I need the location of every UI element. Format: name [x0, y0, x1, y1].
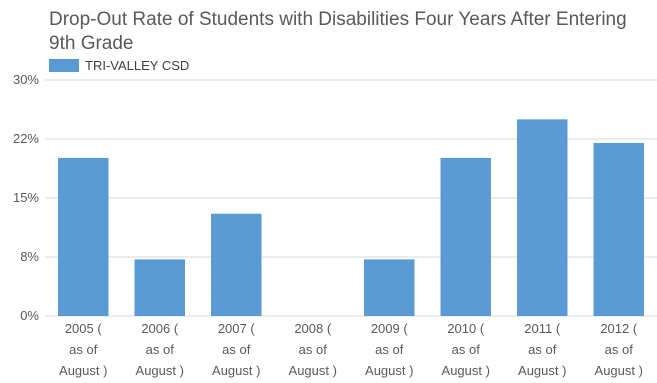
x-category-label-line: 2012 ( — [600, 321, 638, 336]
x-category-label-line: as of — [222, 342, 251, 357]
x-category-label-line: as of — [299, 342, 328, 357]
y-tick-label: 30% — [13, 72, 39, 87]
x-category-label-line: August ) — [518, 363, 566, 378]
y-tick-label: 15% — [13, 190, 39, 205]
x-category-label-line: 2007 ( — [218, 321, 256, 336]
x-category-label-line: 2006 ( — [141, 321, 179, 336]
x-category-label-line: 2005 ( — [65, 321, 103, 336]
x-category-label-line: as of — [375, 342, 404, 357]
chart-title: Drop-Out Rate of Students with Disabilit… — [49, 9, 627, 54]
x-axis-labels: 2005 (as of August )2006 (as of August )20… — [59, 321, 643, 378]
x-category-label: 2008 ( as of August ) — [289, 321, 337, 378]
x-category-label: 2012 ( as of August ) — [595, 321, 643, 378]
x-category-label-line: 2010 ( — [447, 321, 485, 336]
x-category-label-line: August ) — [212, 363, 260, 378]
bar — [211, 213, 262, 316]
x-category-label-line: as of — [528, 342, 557, 357]
x-category-label-line: as of — [146, 342, 175, 357]
x-category-label: 2005 ( as of August ) — [59, 321, 107, 378]
chart-legend: TRI-VALLEY CSD — [49, 56, 189, 74]
x-category-label-line: August ) — [442, 363, 490, 378]
x-category-label: 2007 ( as of August ) — [212, 321, 260, 378]
bar — [593, 142, 644, 316]
bar — [58, 157, 109, 316]
x-category-label: 2011 ( as of August ) — [518, 321, 566, 378]
x-category-label-line: August ) — [595, 363, 643, 378]
x-category-label-line: as of — [452, 342, 481, 357]
x-category-label-line: August ) — [365, 363, 413, 378]
x-category-label: 2006 ( as of August ) — [136, 321, 184, 378]
x-category-label-line: 2011 ( — [524, 321, 561, 336]
bar — [134, 259, 185, 316]
x-category-label-line: August ) — [289, 363, 337, 378]
bar — [440, 157, 491, 316]
x-category-label-line: 2009 ( — [371, 321, 409, 336]
x-category-label-line: 2008 ( — [294, 321, 332, 336]
legend-swatch — [49, 58, 79, 72]
x-category-label: 2009 ( as of August ) — [365, 321, 413, 378]
legend-label: TRI-VALLEY CSD — [85, 57, 190, 73]
y-tick-label: 22% — [13, 131, 39, 146]
y-tick-label: 8% — [20, 249, 39, 264]
y-tick-label: 0% — [20, 308, 39, 323]
x-category-label-line: as of — [605, 342, 634, 357]
x-category-label-line: August ) — [136, 363, 184, 378]
x-category-label-line: August ) — [59, 363, 107, 378]
x-category-label: 2010 ( as of August ) — [442, 321, 490, 378]
x-category-label-line: as of — [69, 342, 98, 357]
bar — [364, 259, 415, 316]
bar — [517, 119, 568, 316]
y-axis-ticks: 0% 8% 15% 22% 30% — [13, 72, 39, 323]
bars — [58, 119, 644, 316]
